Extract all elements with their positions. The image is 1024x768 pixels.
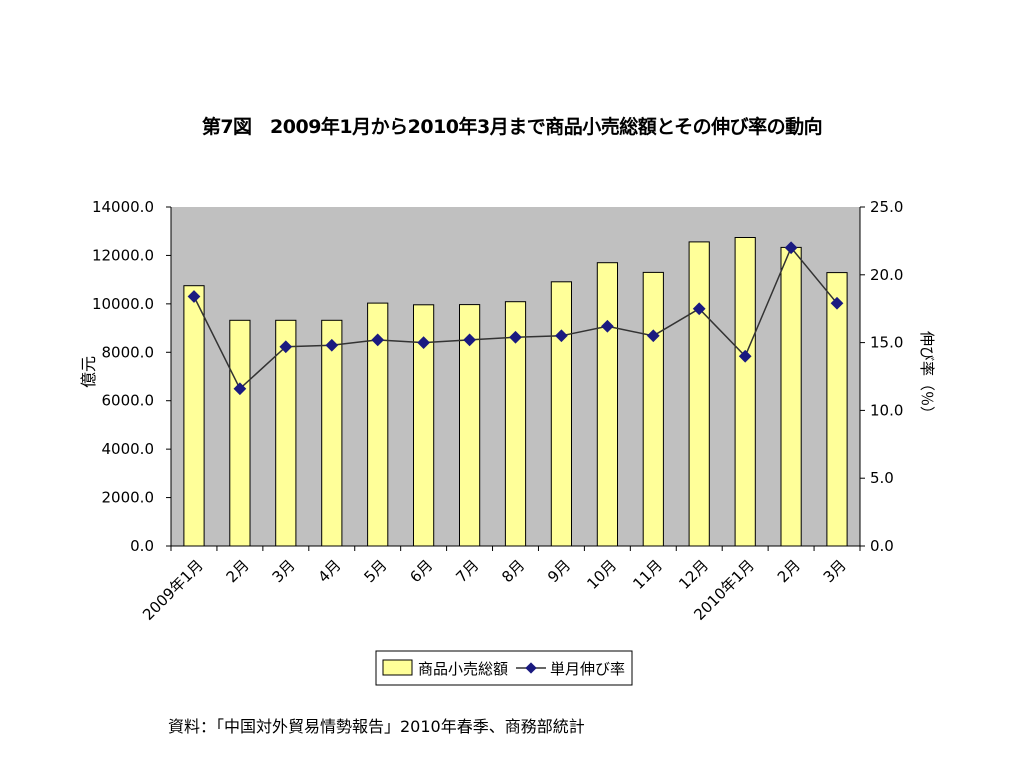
bar <box>780 246 802 547</box>
legend-bar-label: 商品小売総額 <box>418 660 508 678</box>
bar <box>321 319 343 547</box>
x-tick-label: 5月 <box>360 556 390 586</box>
x-tick-label: 2009年1月 <box>139 556 207 624</box>
x-tick-label: 10月 <box>583 556 620 593</box>
y2-tick-label: 15.0 <box>870 334 903 352</box>
x-tick-label: 4月 <box>315 556 345 586</box>
y-tick-label: 10000.0 <box>92 295 154 313</box>
y-tick-label: 6000.0 <box>102 392 155 410</box>
left-axis-ticks: 0.0 2000.0 4000.0 6000.0 8000.0 10000.0 12000.… <box>92 198 171 555</box>
x-tick-label: 8月 <box>498 556 528 586</box>
legend-line-marker <box>525 662 537 674</box>
x-tick-label: 6月 <box>406 556 436 586</box>
line-point <box>371 333 385 347</box>
y-tick-label: 8000.0 <box>102 343 155 361</box>
line-point <box>279 340 293 354</box>
y2-tick-label: 5.0 <box>870 469 894 487</box>
x-tick-label: 11月 <box>629 556 666 593</box>
x-tick-label: 12月 <box>675 556 712 593</box>
source-note: 資料：「中国対外貿易情勢報告」2010年春季、商務部統計 <box>168 717 585 736</box>
line-point <box>187 290 201 303</box>
bar <box>596 262 618 547</box>
bar <box>229 319 251 547</box>
x-tick-label: 7月 <box>452 556 482 586</box>
legend: 商品小売総額 単月伸び率 <box>375 650 633 686</box>
legend-line-label: 単月伸び率 <box>550 660 625 678</box>
x-tick-label: 9月 <box>544 556 574 586</box>
chart-title: 第7図 2009年1月から2010年3月まで商品小売総額とその伸び率の動向 <box>201 116 823 138</box>
y-tick-label: 12000.0 <box>92 246 154 264</box>
right-axis-label: 伸び率（％） <box>918 331 936 421</box>
y-tick-label: 2000.0 <box>102 489 155 507</box>
y-tick-label: 4000.0 <box>102 440 155 458</box>
x-tick-label: 3月 <box>820 556 850 586</box>
y-tick-label: 14000.0 <box>92 198 154 216</box>
bar <box>688 241 710 547</box>
y2-tick-label: 10.0 <box>870 401 903 419</box>
left-axis-label: 億元 <box>79 356 98 388</box>
right-axis-ticks: 0.0 5.0 10.0 15.0 20.0 25.0 <box>860 198 903 555</box>
legend-bar-swatch <box>382 659 413 676</box>
y2-tick-label: 25.0 <box>870 198 903 216</box>
bar <box>550 281 572 547</box>
bar-series <box>183 237 848 547</box>
x-tick-label: 2月 <box>223 556 253 586</box>
y2-tick-label: 0.0 <box>870 537 894 555</box>
line-point <box>325 338 339 352</box>
bar <box>183 285 205 547</box>
line-point <box>233 382 247 396</box>
bar <box>642 271 664 547</box>
line-point <box>417 336 430 349</box>
bar <box>734 237 756 547</box>
y-tick-label: 0.0 <box>130 537 154 555</box>
line-point <box>463 333 476 347</box>
x-tick-label: 2月 <box>774 556 804 586</box>
y2-tick-label: 20.0 <box>870 266 903 284</box>
legend-box <box>375 650 633 686</box>
bar <box>826 272 848 547</box>
x-tick-label: 3月 <box>269 556 299 586</box>
